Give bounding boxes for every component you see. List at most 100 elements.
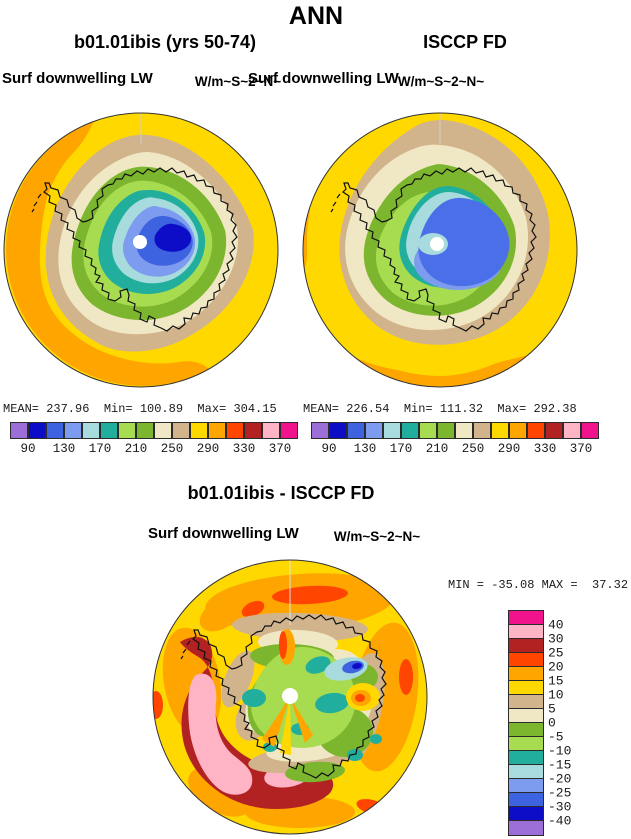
colorbar-obs-ticks: 90 130 170 210 250 290 330 370 [311, 442, 599, 458]
colorbar-cell [64, 422, 82, 439]
colorbar-tick-label: -25 [548, 785, 572, 801]
pole-dot [430, 237, 444, 251]
colorbar-tick-label: 130 [52, 442, 76, 456]
colorbar-tick-label: -10 [548, 743, 572, 759]
colorbar-cell [509, 681, 543, 695]
diff-fill-pink [188, 673, 253, 795]
colorbar-cell [581, 422, 599, 439]
obs-units-label: W/m~S~2~N~ [397, 74, 485, 89]
colorbar-tick-label: 250 [461, 442, 485, 456]
colorbar-cell [509, 695, 543, 709]
colorbar-tick-label: 90 [20, 442, 36, 456]
colorbar-tick-label: 170 [88, 442, 112, 456]
diff-stats-line: MIN = -35.08 MAX = 37.32 [448, 578, 629, 592]
colorbar-cell [329, 422, 347, 439]
colorbar-cell [208, 422, 226, 439]
colorbar-tick-label: 90 [321, 442, 337, 456]
colorbar-cell [118, 422, 136, 439]
colorbar-cell [509, 709, 543, 723]
colorbar-tick-label: 330 [232, 442, 256, 456]
colorbar-diff-ticks: 40 30 25 20 15 10 5 0 -5 -10 -15 -20 -25 -30 -40 [548, 610, 596, 836]
colorbar-cell [509, 723, 543, 737]
colorbar-tick-label: 25 [548, 645, 564, 661]
colorbar-cell [419, 422, 437, 439]
colorbar-cell [545, 422, 563, 439]
diff-fill-pole-streaks [262, 629, 313, 755]
colorbar-cell [527, 422, 545, 439]
colorbar-tick-label: -30 [548, 799, 572, 815]
colorbar-tick-label: 330 [533, 442, 557, 456]
colorbar-tick-label: 290 [497, 442, 521, 456]
obs-stats-line: MEAN= 226.54 Min= 111.32 Max= 292.38 [303, 402, 577, 416]
colorbar-model-ticks: 90 130 170 210 250 290 330 370 [10, 442, 298, 458]
colorbar-tick-label: 130 [353, 442, 377, 456]
colorbar-cell [509, 793, 543, 807]
pole-dot [133, 235, 147, 249]
colorbar-cell [509, 625, 543, 639]
contour-fill-navy [154, 223, 192, 252]
colorbar-tick-label: 210 [124, 442, 148, 456]
colorbar-cell [509, 821, 543, 835]
diff-fill-cold-patch [324, 657, 368, 681]
contour-fill-orange-sliver [303, 203, 311, 269]
colorbar-cell [509, 667, 543, 681]
colorbar-tick-label: 0 [548, 715, 556, 731]
colorbar-tick-label: -5 [548, 729, 564, 745]
model-units-label: W/m~S~2~N~ [194, 74, 282, 89]
colorbar-tick-label: 15 [548, 673, 564, 689]
map-outline [3, 112, 279, 388]
colorbar-cell [509, 807, 543, 821]
colorbar-tick-label: 10 [548, 687, 564, 703]
colorbar-tick-label: 20 [548, 659, 564, 675]
colorbar-cell [509, 765, 543, 779]
colorbar-tick-label: -40 [548, 813, 572, 829]
colorbar-model [10, 422, 298, 439]
map-outline [152, 559, 428, 835]
colorbar-tick-label: 210 [425, 442, 449, 456]
colorbar-tick-label: 40 [548, 617, 564, 633]
colorbar-cell [455, 422, 473, 439]
model-stats-line: MEAN= 237.96 Min= 100.89 Max= 304.15 [3, 402, 277, 416]
colorbar-tick-label: 290 [196, 442, 220, 456]
colorbar-cell [280, 422, 298, 439]
colorbar-cell [136, 422, 154, 439]
colorbar-cell [491, 422, 509, 439]
contour-fill-blue [418, 197, 510, 287]
map-model [3, 112, 279, 388]
colorbar-tick-label: -20 [548, 771, 572, 787]
colorbar-cell [509, 779, 543, 793]
colorbar-tick-label: 370 [569, 442, 593, 456]
colorbar-cell [190, 422, 208, 439]
colorbar-cell [509, 639, 543, 653]
colorbar-cell [154, 422, 172, 439]
colorbar-tick-label: 30 [548, 631, 564, 647]
colorbar-cell [10, 422, 28, 439]
colorbar-cell [437, 422, 455, 439]
diff-fill-warm-spot [346, 683, 380, 711]
colorbar-cell [262, 422, 280, 439]
colorbar-obs [311, 422, 599, 439]
obs-subtitle: ISCCP FD [423, 32, 507, 52]
colorbar-cell [365, 422, 383, 439]
colorbar-cell [172, 422, 190, 439]
colorbar-cell [563, 422, 581, 439]
contour-fill-orange [6, 121, 209, 386]
figure-title: ANN [288, 2, 344, 30]
colorbar-cell [226, 422, 244, 439]
colorbar-tick-label: -15 [548, 757, 572, 773]
diff-subtitle: b01.01ibis - ISCCP FD [187, 483, 375, 503]
obs-field-label: Surf downwelling LW [248, 70, 399, 87]
colorbar-cell [100, 422, 118, 439]
colorbar-cell [82, 422, 100, 439]
map-obs [302, 112, 578, 388]
colorbar-tick-label: 250 [160, 442, 184, 456]
colorbar-diff [508, 610, 544, 836]
colorbar-cell [244, 422, 262, 439]
colorbar-cell [509, 653, 543, 667]
model-subtitle: b01.01ibis (yrs 50-74) [73, 32, 257, 52]
model-field-label: Surf downwelling LW [2, 70, 153, 87]
map-diff [152, 559, 428, 835]
colorbar-tick-label: 370 [268, 442, 292, 456]
colorbar-cell [28, 422, 46, 439]
